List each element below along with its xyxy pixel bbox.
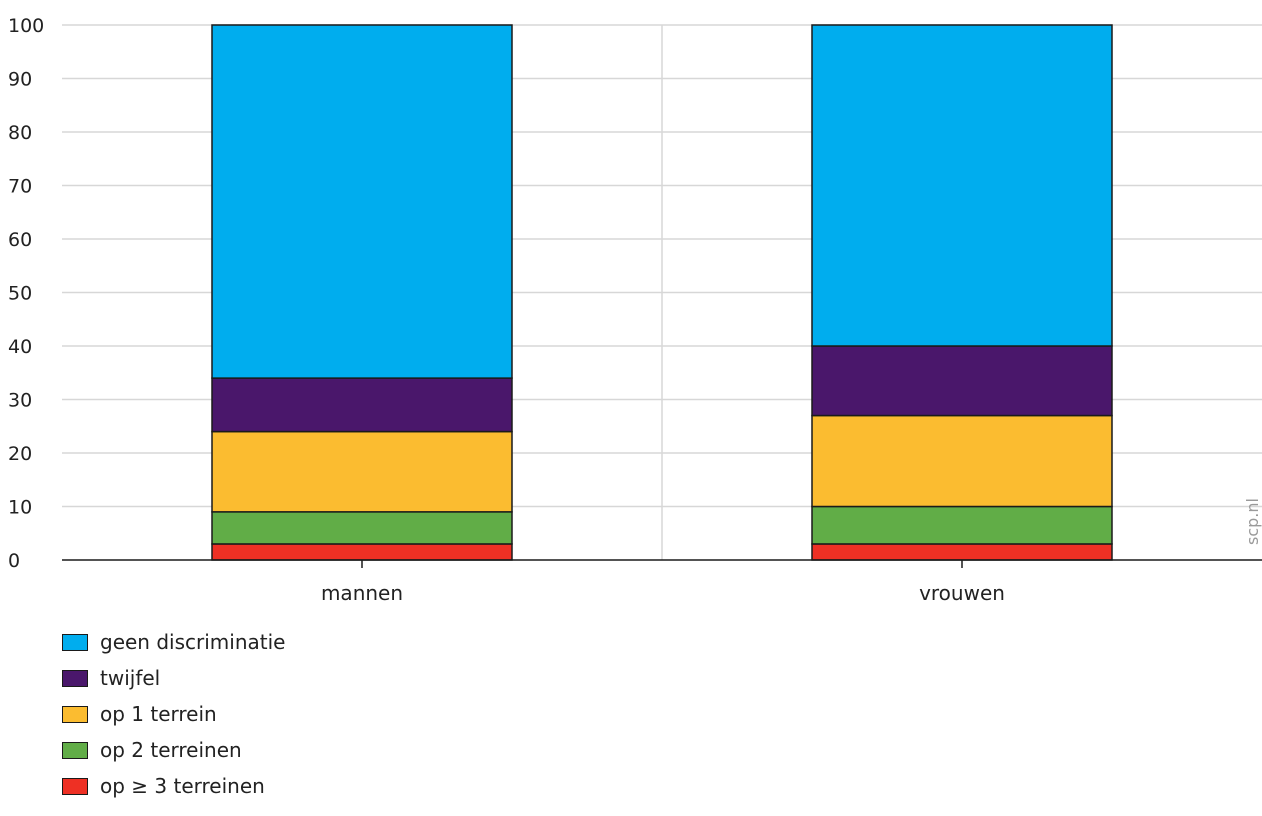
y-tick-label: 80 — [8, 122, 32, 144]
legend-label: op 1 terrein — [100, 702, 217, 726]
x-axis-ticks: mannen vrouwen — [321, 560, 1005, 605]
bar-segment — [811, 543, 1113, 561]
y-tick-label: 50 — [8, 283, 32, 305]
watermark-text: scp.nl — [1243, 498, 1262, 545]
y-tick-label: 30 — [8, 390, 32, 412]
legend-item-op-3-plus-terreinen: op ≥ 3 terreinen — [62, 768, 285, 804]
y-tick-label: 0 — [8, 550, 20, 572]
bar-segment — [811, 24, 1113, 347]
y-tick-label: 90 — [8, 69, 32, 91]
bar-segment — [811, 345, 1113, 417]
y-tick-label: 40 — [8, 336, 32, 358]
bar-segment — [211, 377, 513, 433]
stacked-bar-chart: 0 10 20 30 40 50 60 70 80 90 100 mannen vrouwen scp… — [8, 15, 1262, 605]
y-tick-label: 10 — [8, 497, 32, 519]
y-axis-ticks: 0 10 20 30 40 50 60 70 80 90 100 — [8, 15, 44, 572]
legend-item-geen-discriminatie: geen discriminatie — [62, 624, 285, 660]
y-tick-label: 100 — [8, 15, 44, 37]
legend-swatch — [62, 741, 88, 759]
legend-swatch — [62, 705, 88, 723]
x-tick-label: mannen — [321, 581, 403, 605]
legend-swatch — [62, 633, 88, 651]
x-tick-label: vrouwen — [919, 581, 1005, 605]
bar-segment — [211, 543, 513, 561]
legend-label: geen discriminatie — [100, 630, 286, 654]
y-tick-label: 60 — [8, 229, 32, 251]
legend-label: twijfel — [100, 666, 161, 690]
legend-swatch — [62, 669, 88, 687]
bar-segment — [211, 24, 513, 379]
legend-item-op-2-terreinen: op 2 terreinen — [62, 732, 285, 768]
legend: geen discriminatie twijfel op 1 terrein … — [62, 624, 285, 804]
bar-segment — [211, 511, 513, 545]
bars — [211, 24, 1113, 561]
bar-segment — [811, 505, 1113, 545]
legend-item-op-1-terrein: op 1 terrein — [62, 696, 285, 732]
bar-segment — [811, 414, 1113, 508]
legend-item-twijfel: twijfel — [62, 660, 285, 696]
legend-label: op ≥ 3 terreinen — [100, 774, 265, 798]
legend-swatch — [62, 777, 88, 795]
legend-label: op 2 terreinen — [100, 738, 242, 762]
bar-segment — [211, 430, 513, 513]
y-tick-label: 20 — [8, 443, 32, 465]
y-tick-label: 70 — [8, 176, 32, 198]
